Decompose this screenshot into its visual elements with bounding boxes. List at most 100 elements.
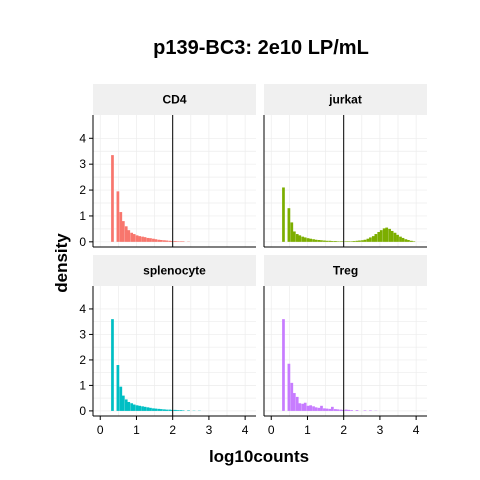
histogram-bar — [176, 241, 180, 242]
facet-strip — [93, 255, 256, 286]
histogram-bar — [412, 241, 416, 242]
facet-strip — [93, 84, 256, 115]
histogram-bar — [119, 386, 123, 411]
histogram-bar — [396, 234, 399, 242]
histogram-bar — [149, 407, 152, 411]
facet-strip-label: jurkat — [328, 93, 362, 107]
histogram-bar — [317, 240, 321, 242]
histogram-bar — [314, 239, 318, 242]
histogram-bar — [152, 238, 155, 242]
histogram-bar — [130, 403, 134, 411]
histogram-bar — [119, 212, 123, 242]
histogram-bar — [154, 239, 158, 242]
histogram-bar — [377, 231, 381, 242]
y-tick-label: 3 — [79, 327, 86, 341]
histogram-bar — [366, 238, 370, 242]
histogram-bar — [328, 408, 332, 411]
histogram-bar — [141, 406, 144, 411]
histogram-bar — [352, 241, 356, 242]
histogram-bar — [157, 408, 161, 411]
histogram-bar — [179, 410, 182, 411]
histogram-bar — [292, 231, 296, 242]
y-tick-label: 0 — [79, 404, 86, 418]
x-tick-label: 3 — [206, 423, 213, 437]
histogram-bar — [181, 241, 185, 242]
histogram-bar — [132, 234, 136, 242]
histogram-bar — [379, 230, 383, 242]
histogram-bar — [111, 155, 114, 242]
histogram-bar — [295, 396, 299, 411]
histogram-bar — [124, 399, 128, 411]
histogram-bar — [371, 236, 375, 242]
histogram-bar — [146, 237, 150, 242]
histogram-bar — [162, 240, 166, 242]
histogram-bar — [146, 407, 150, 411]
histogram-bar — [143, 237, 147, 242]
x-tick-label: 4 — [242, 423, 249, 437]
x-tick-label: 2 — [340, 423, 347, 437]
histogram-bar — [160, 240, 163, 242]
histogram-bar — [135, 405, 139, 411]
histogram-bar — [339, 241, 343, 242]
y-tick-label: 1 — [79, 209, 86, 223]
facet-panels: CD4 0 1 2 3 4 jurkat splenocyte 0 1 2 3 4 0 1 2 3 4 Treg 0 1… — [79, 84, 427, 437]
histogram-bar — [287, 208, 291, 242]
histogram-bar — [361, 240, 364, 242]
x-tick-label: 1 — [133, 423, 140, 437]
histogram-bar — [309, 405, 312, 411]
histogram-bar — [363, 410, 367, 411]
histogram-bar — [298, 403, 302, 411]
histogram-bar — [363, 239, 367, 242]
histogram-bar — [369, 237, 372, 242]
histogram-bar — [292, 393, 296, 411]
histogram-bar — [350, 410, 353, 411]
histogram-bar — [173, 409, 177, 411]
histogram-bar — [303, 237, 307, 242]
histogram-bar — [347, 409, 351, 411]
histogram-bar — [325, 240, 329, 242]
histogram-bar — [287, 363, 291, 411]
histogram-bar — [401, 237, 405, 242]
histogram-bar — [390, 230, 394, 242]
y-tick-label: 4 — [79, 131, 86, 145]
facet-strip-label: Treg — [333, 264, 358, 278]
histogram-bar — [339, 409, 343, 411]
histogram-bar — [138, 236, 141, 242]
histogram-bar — [295, 234, 299, 242]
histogram-bar — [325, 408, 329, 411]
histogram-bar — [393, 232, 397, 242]
histogram-bar — [328, 240, 332, 242]
x-axis-title: log10counts — [209, 447, 309, 466]
histogram-bar — [154, 408, 158, 411]
histogram-bar — [160, 409, 163, 411]
histogram-bar — [135, 235, 139, 242]
histogram-bar — [355, 410, 359, 411]
histogram-bar — [290, 222, 294, 242]
histogram-bar — [385, 227, 389, 242]
y-tick-label: 0 — [79, 235, 86, 249]
x-tick-label: 2 — [169, 423, 176, 437]
histogram-bar — [320, 405, 323, 411]
histogram-bar — [301, 403, 305, 411]
histogram-bar — [320, 240, 323, 242]
facet-panel-cd4: CD4 0 1 2 3 4 — [79, 84, 256, 249]
y-tick-label: 3 — [79, 157, 86, 171]
facet-panel-splenocyte: splenocyte 0 1 2 3 4 0 1 2 3 4 — [79, 255, 256, 437]
histogram-bar — [350, 241, 353, 242]
y-tick-label: 4 — [79, 302, 86, 316]
histogram-bar — [347, 241, 351, 242]
x-tick-label: 0 — [97, 423, 104, 437]
histogram-bar — [309, 238, 312, 242]
histogram-bar — [168, 409, 172, 411]
histogram-bar — [152, 408, 155, 411]
histogram-bar — [358, 240, 361, 242]
histogram-bar — [138, 405, 141, 411]
histogram-bar — [336, 409, 340, 411]
histogram-bar — [333, 409, 337, 411]
chart-title: p139-BC3: 2e10 LP/mL — [153, 37, 369, 59]
facet-strip — [264, 84, 427, 115]
histogram-bar — [149, 238, 152, 242]
y-tick-label: 1 — [79, 378, 86, 392]
x-tick-label: 0 — [268, 423, 275, 437]
